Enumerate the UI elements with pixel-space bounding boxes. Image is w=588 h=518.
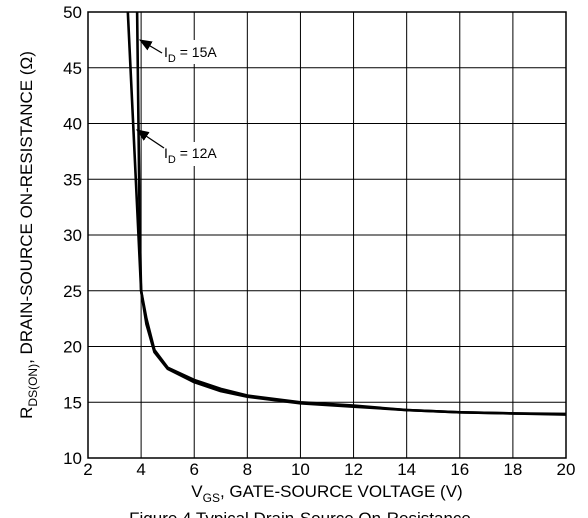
series-line [126, 11, 567, 416]
x-tick-label: 14 [397, 460, 416, 479]
y-tick-label: 30 [63, 226, 82, 245]
y-tick-label: 25 [63, 282, 82, 301]
grid [87, 11, 567, 459]
x-tick-label: 10 [291, 460, 310, 479]
y-tick-label: 15 [63, 393, 82, 412]
x-tick-label: 16 [450, 460, 469, 479]
ticks: 2 4 6 8 10 12 14 16 18 20 10 15 20 25 30 35 40 45 50 [63, 3, 575, 479]
x-tick-label: 8 [243, 460, 252, 479]
label-bg [152, 40, 244, 64]
y-tick-label: 10 [63, 449, 82, 468]
curves [126, 11, 567, 416]
annotation-arrow [135, 129, 165, 149]
annotation-arrow [138, 39, 163, 54]
x-tick-label: 18 [503, 460, 522, 479]
plot-frame [87, 11, 567, 459]
x-tick-label: 20 [557, 460, 576, 479]
series-label: ID = 15A [164, 44, 217, 65]
caption: Figure 4 Typical Drain-Source On-Resista… [129, 509, 471, 518]
x-tick-label: 4 [136, 460, 145, 479]
x-axis-label: VGS, GATE-SOURCE VOLTAGE (V) [191, 482, 462, 505]
series-label: ID = 12A [164, 145, 217, 166]
y-tick-label: 50 [63, 3, 82, 22]
y-tick-label: 40 [63, 115, 82, 134]
x-tick-label: 12 [344, 460, 363, 479]
y-tick-label: 35 [63, 170, 82, 189]
y-tick-label: 20 [63, 338, 82, 357]
x-tick-label: 6 [189, 460, 198, 479]
y-tick-label: 45 [63, 59, 82, 78]
y-axis-label: RDS(ON), DRAIN-SOURCE ON-RESISTANCE (Ω) [17, 51, 40, 419]
x-tick-label: 2 [83, 460, 92, 479]
series-line [135, 11, 567, 416]
label-bg [152, 142, 244, 166]
